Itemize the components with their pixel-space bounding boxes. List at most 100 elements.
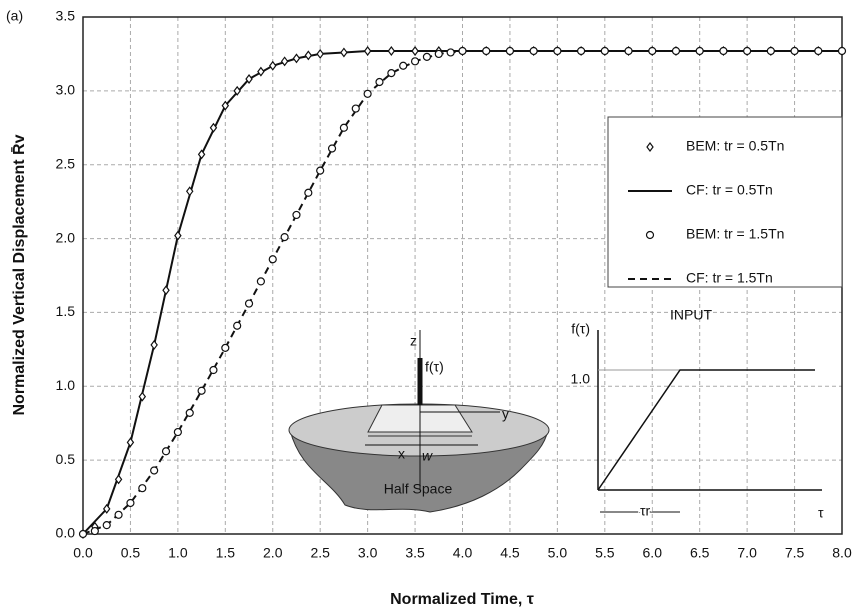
circle-marker bbox=[399, 61, 408, 70]
diagram-label: f(τ) bbox=[425, 359, 444, 375]
x-tick-label: 0.0 bbox=[73, 545, 93, 561]
circle-marker bbox=[576, 46, 586, 56]
input-inset: INPUT f(τ) 1.0 τ τr bbox=[571, 307, 824, 521]
legend-box bbox=[607, 116, 843, 288]
circle-marker bbox=[790, 46, 799, 56]
legend-label: BEM: tr = 1.5Tn bbox=[686, 226, 784, 242]
diamond-marker bbox=[150, 339, 158, 350]
diamond-marker bbox=[363, 45, 372, 56]
legend-label: CF: tr = 1.5Tn bbox=[686, 270, 773, 286]
x-tick-label: 1.0 bbox=[168, 545, 188, 561]
diagram-label: y bbox=[502, 406, 509, 422]
circle-marker bbox=[327, 144, 337, 153]
circle-marker bbox=[743, 46, 752, 56]
circle-marker bbox=[351, 104, 360, 113]
circle-marker bbox=[292, 210, 301, 220]
y-tick-label: 3.0 bbox=[56, 82, 76, 98]
circle-marker bbox=[161, 447, 171, 456]
inset-label: f(τ) bbox=[571, 321, 590, 337]
diagram-label: z bbox=[410, 333, 417, 349]
circle-marker bbox=[671, 46, 681, 56]
x-tick-label: 0.5 bbox=[121, 545, 141, 561]
diamond-marker bbox=[292, 53, 301, 64]
circle-marker bbox=[256, 277, 265, 286]
diagram-label: x bbox=[398, 446, 405, 462]
x-tick-label: 4.0 bbox=[453, 545, 473, 561]
diamond-marker bbox=[197, 149, 206, 160]
x-tick-label: 1.5 bbox=[216, 545, 236, 561]
circle-marker bbox=[233, 321, 242, 330]
circle-marker bbox=[173, 427, 182, 437]
diamond-marker bbox=[257, 66, 265, 77]
x-tick-label: 6.0 bbox=[643, 545, 663, 561]
diamond-marker bbox=[185, 186, 194, 197]
legend-label: BEM: tr = 0.5Tn bbox=[686, 138, 784, 154]
circle-marker bbox=[304, 188, 313, 197]
y-tick-label: 0.5 bbox=[56, 451, 76, 467]
circle-marker bbox=[695, 46, 704, 56]
x-tick-label: 5.5 bbox=[595, 545, 615, 561]
x-tick-label: 3.5 bbox=[405, 545, 425, 561]
diamond-marker bbox=[387, 45, 396, 56]
circle-marker bbox=[197, 386, 206, 395]
y-tick-label: 0.0 bbox=[56, 525, 76, 541]
diamond-marker bbox=[269, 60, 277, 71]
y-axis-title: Normalized Vertical Displacement R̄v bbox=[9, 134, 28, 415]
diamond-marker bbox=[138, 391, 147, 402]
circle-marker bbox=[624, 46, 633, 56]
circle-marker bbox=[766, 46, 775, 56]
circle-marker bbox=[185, 408, 194, 417]
panel-label: (a) bbox=[6, 8, 23, 24]
diamond-marker bbox=[304, 50, 313, 61]
x-tick-label: 7.0 bbox=[737, 545, 757, 561]
circle-marker bbox=[316, 166, 325, 175]
circle-marker bbox=[814, 46, 823, 56]
circle-marker bbox=[375, 77, 384, 87]
diamond-marker bbox=[162, 285, 170, 296]
x-tick-label: 6.5 bbox=[690, 545, 710, 561]
circle-marker bbox=[150, 466, 159, 475]
circle-marker bbox=[837, 46, 847, 56]
diamond-marker bbox=[102, 503, 111, 514]
circle-marker bbox=[280, 232, 289, 242]
x-tick-label: 8.0 bbox=[832, 545, 852, 561]
diamond-marker bbox=[209, 122, 218, 133]
circle-marker bbox=[645, 230, 655, 240]
diamond-marker bbox=[646, 142, 654, 152]
circle-marker bbox=[600, 46, 609, 56]
half-space-diagram: z f(τ) y x w Half Space bbox=[288, 330, 550, 513]
circle-marker bbox=[102, 521, 111, 530]
inset-label: τ bbox=[818, 505, 824, 521]
circle-marker bbox=[648, 46, 657, 56]
inset-title: INPUT bbox=[670, 307, 712, 323]
diamond-marker bbox=[280, 56, 289, 67]
circle-marker bbox=[339, 123, 349, 132]
circle-marker bbox=[268, 255, 277, 264]
diamond-marker bbox=[114, 474, 123, 485]
x-tick-label: 4.5 bbox=[500, 545, 520, 561]
circle-marker bbox=[244, 299, 254, 308]
y-tick-label: 1.5 bbox=[56, 303, 76, 319]
circle-marker bbox=[363, 89, 372, 98]
circle-marker bbox=[114, 510, 123, 519]
diamond-marker bbox=[245, 74, 253, 85]
y-tick-label: 2.0 bbox=[56, 229, 76, 245]
x-tick-label: 5.0 bbox=[548, 545, 568, 561]
y-tick-label: 1.0 bbox=[56, 377, 76, 393]
legend: BEM: tr = 0.5Tn CF: tr = 0.5Tn BEM: tr = 1… bbox=[607, 116, 843, 288]
circle-marker bbox=[138, 484, 147, 493]
circle-marker bbox=[126, 498, 135, 508]
circle-marker bbox=[719, 46, 728, 56]
y-tick-label: 3.5 bbox=[56, 8, 76, 24]
circle-marker bbox=[90, 526, 99, 536]
diamond-marker bbox=[411, 45, 419, 56]
x-axis-title: Normalized Time, τ bbox=[390, 591, 534, 608]
circle-marker bbox=[422, 52, 432, 61]
circle-marker bbox=[505, 46, 515, 56]
circle-marker bbox=[387, 69, 396, 78]
x-tick-label: 7.5 bbox=[785, 545, 805, 561]
inset-label: τr bbox=[640, 503, 651, 519]
diamond-marker bbox=[340, 47, 348, 58]
x-tick-label: 2.5 bbox=[310, 545, 330, 561]
